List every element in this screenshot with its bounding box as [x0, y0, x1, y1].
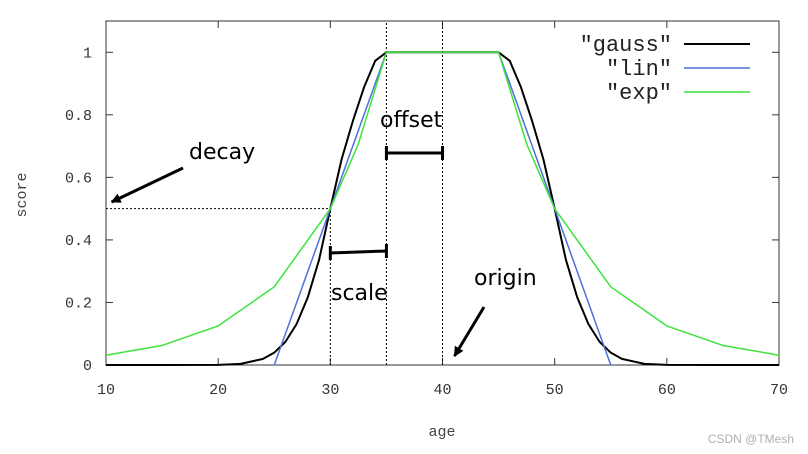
origin-arrow [453, 306, 486, 357]
x-tick-label: 60 [658, 382, 676, 399]
legend: "gauss""lin""exp" [580, 33, 750, 106]
x-tick-label: 20 [209, 382, 227, 399]
y-tick-label: 0.6 [65, 170, 92, 187]
y-axis-ticks: 0 0.2 0.4 0.6 0.8 1 [65, 45, 779, 375]
x-tick-label: 70 [770, 382, 788, 399]
annotations: decay offset scale origin [110, 108, 537, 357]
y-tick-label: 0.8 [65, 108, 92, 125]
legend-label: "lin" [606, 57, 672, 82]
y-tick-label: 0.4 [65, 233, 92, 250]
annotation-offset-label: offset [380, 108, 443, 133]
y-tick-label: 0 [83, 358, 92, 375]
legend-label: "gauss" [580, 33, 672, 58]
annotation-decay-label: decay [189, 140, 255, 165]
x-tick-label: 10 [97, 382, 115, 399]
scale-range-bar [330, 249, 387, 255]
series-lines [105, 51, 780, 366]
x-axis-title: age [428, 424, 455, 441]
decay-arrow [110, 166, 184, 204]
guide-lines [106, 21, 443, 365]
y-tick-label: 1 [83, 45, 92, 62]
series-line-2 [105, 51, 780, 356]
y-axis-title: score [14, 172, 31, 217]
watermark: CSDN @TMesh [707, 432, 794, 446]
x-axis-ticks: 10 20 30 40 50 60 70 [97, 21, 788, 399]
y-tick-label: 0.2 [65, 295, 92, 312]
annotation-scale-label: scale [331, 281, 388, 306]
x-tick-label: 50 [546, 382, 564, 399]
x-tick-label: 40 [433, 382, 451, 399]
annotation-origin-label: origin [474, 266, 537, 291]
x-tick-label: 30 [321, 382, 339, 399]
legend-label: "exp" [606, 81, 672, 106]
